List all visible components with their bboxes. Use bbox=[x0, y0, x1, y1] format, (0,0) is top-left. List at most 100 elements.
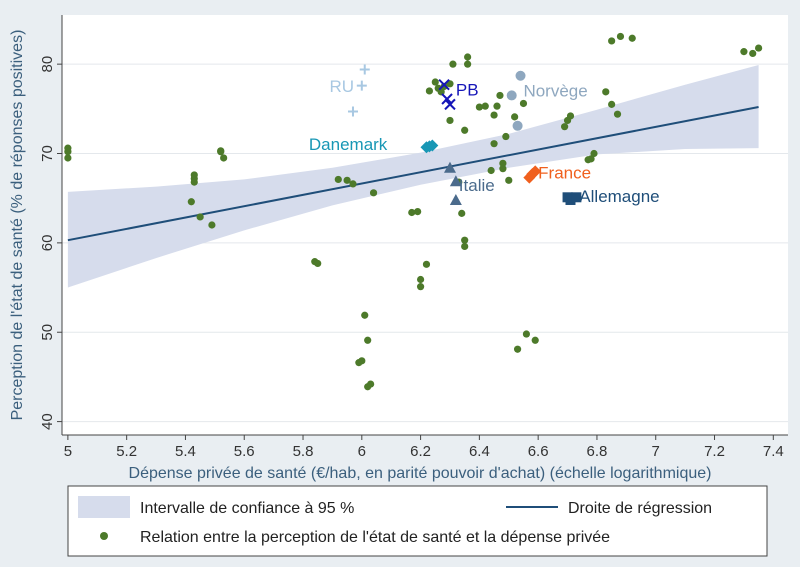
regression-line-layer bbox=[67, 106, 759, 242]
data-point bbox=[220, 154, 228, 162]
data-points bbox=[64, 32, 763, 391]
data-point bbox=[361, 311, 369, 319]
data-point bbox=[590, 149, 598, 158]
data-point bbox=[416, 283, 425, 291]
data-point bbox=[64, 148, 72, 156]
x-tick-label: 6 bbox=[358, 443, 366, 460]
point-italie bbox=[449, 193, 462, 205]
data-point bbox=[493, 102, 501, 110]
point-ru bbox=[356, 80, 367, 91]
data-point bbox=[425, 87, 434, 95]
data-point bbox=[519, 99, 528, 108]
data-point bbox=[749, 49, 757, 58]
regression-line bbox=[67, 106, 759, 242]
data-point bbox=[369, 189, 378, 197]
point-allemagne bbox=[565, 194, 576, 205]
data-point bbox=[490, 140, 498, 148]
annotation-label: Norvège bbox=[523, 81, 587, 100]
data-point bbox=[458, 209, 466, 217]
annotation-label: Italie bbox=[459, 176, 495, 195]
data-point bbox=[431, 78, 439, 86]
data-point bbox=[566, 112, 575, 120]
data-point bbox=[464, 60, 472, 68]
data-point bbox=[755, 44, 763, 52]
data-point bbox=[314, 259, 322, 268]
point-france bbox=[529, 165, 542, 178]
y-ticks: 40 50 60 70 80 bbox=[39, 56, 62, 430]
x-axis-title: Dépense privée de santé (€/hab, en parit… bbox=[129, 465, 712, 482]
x-tick-label: 7.2 bbox=[704, 443, 725, 460]
data-point bbox=[502, 132, 510, 141]
data-point bbox=[464, 53, 472, 61]
y-tick-label: 70 bbox=[39, 145, 56, 162]
data-point bbox=[422, 260, 431, 268]
data-point bbox=[208, 221, 216, 229]
annotations: RU PB Norvège Danemark Italie France Allemagne bbox=[309, 77, 660, 206]
data-point bbox=[461, 242, 469, 251]
data-point bbox=[475, 103, 483, 111]
point-norvege bbox=[515, 70, 526, 81]
annotation-label: Danemark bbox=[309, 135, 388, 154]
point-danemark bbox=[426, 139, 439, 152]
legend-label-ci: Intervalle de confiance à 95 % bbox=[140, 500, 354, 517]
point-ru bbox=[347, 106, 358, 117]
data-point bbox=[608, 37, 616, 45]
data-point bbox=[449, 60, 457, 68]
y-tick-label: 50 bbox=[39, 324, 56, 341]
point-allemagne bbox=[571, 192, 582, 203]
legend-box bbox=[67, 485, 768, 557]
data-point bbox=[561, 123, 569, 131]
legend-label-points: Relation entre la perception de l'état d… bbox=[140, 529, 610, 546]
data-point bbox=[217, 148, 225, 156]
data-point bbox=[349, 180, 357, 188]
data-point bbox=[196, 213, 204, 221]
x-tick-label: 6.8 bbox=[587, 443, 608, 460]
y-axis-title: Perception de l'état de santé (% de répo… bbox=[9, 30, 26, 421]
data-point bbox=[481, 102, 489, 110]
data-point bbox=[408, 208, 416, 217]
annotation-label: RU bbox=[329, 77, 354, 96]
axes bbox=[61, 15, 788, 436]
data-point bbox=[440, 82, 448, 91]
data-point bbox=[587, 155, 595, 163]
data-point bbox=[461, 126, 469, 134]
data-point bbox=[511, 113, 519, 121]
x-tick-label: 7 bbox=[652, 443, 660, 460]
x-tick-label: 7.4 bbox=[763, 443, 784, 460]
data-point bbox=[505, 176, 513, 184]
data-point bbox=[367, 380, 375, 388]
confidence-band bbox=[67, 65, 759, 288]
data-point bbox=[414, 207, 422, 216]
x-tick-label: 5.4 bbox=[175, 443, 196, 460]
confidence-band-layer bbox=[67, 65, 759, 288]
data-point bbox=[490, 111, 498, 119]
legend-swatch-points bbox=[100, 532, 108, 540]
data-point bbox=[187, 198, 195, 206]
data-point bbox=[602, 88, 610, 96]
x-ticks: 5 5.2 5.4 5.6 5.8 6 6.2 6.4 6.6 6.8 7 7.2 7.4 bbox=[64, 435, 784, 460]
data-point bbox=[416, 275, 425, 284]
data-point bbox=[616, 32, 625, 41]
annotation-label: France bbox=[538, 164, 591, 183]
point-pb bbox=[444, 98, 456, 111]
x-tick-label: 6.6 bbox=[528, 443, 549, 460]
data-point bbox=[190, 178, 198, 186]
x-tick-label: 5.2 bbox=[116, 443, 137, 460]
data-point bbox=[358, 357, 366, 365]
point-pb bbox=[438, 78, 450, 91]
data-point bbox=[64, 154, 72, 162]
data-point bbox=[461, 236, 469, 244]
x-tick-label: 6.4 bbox=[469, 443, 490, 460]
data-point bbox=[531, 336, 539, 344]
data-point bbox=[613, 110, 622, 118]
point-ru bbox=[359, 64, 370, 75]
x-tick-label: 6.2 bbox=[410, 443, 431, 460]
data-point bbox=[628, 34, 636, 42]
data-point bbox=[513, 345, 522, 353]
y-tick-label: 60 bbox=[39, 235, 56, 252]
data-point bbox=[740, 48, 748, 56]
data-point bbox=[499, 159, 507, 167]
x-tick-label: 5.8 bbox=[293, 443, 314, 460]
data-point bbox=[343, 176, 351, 184]
